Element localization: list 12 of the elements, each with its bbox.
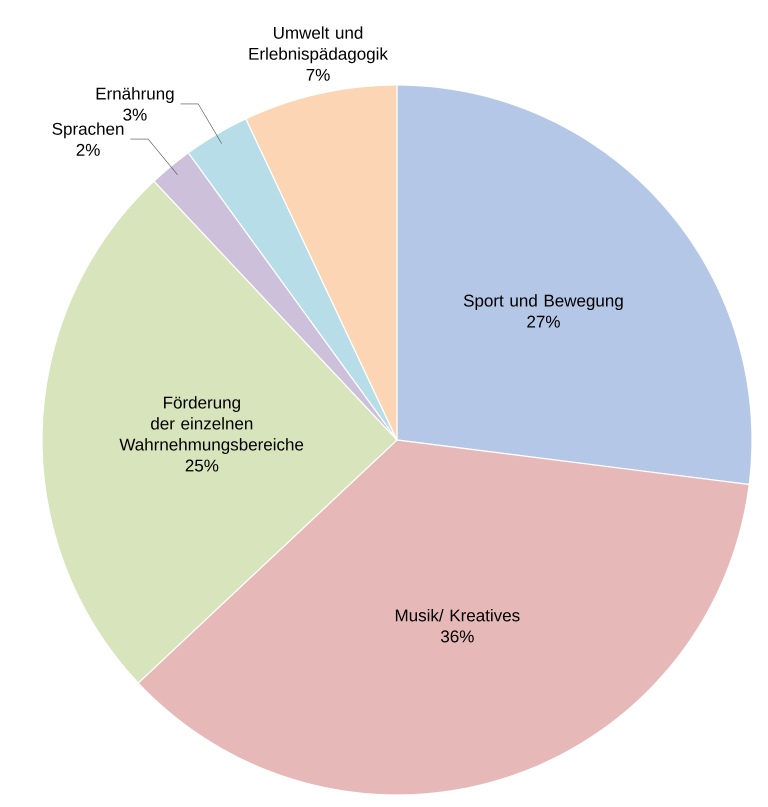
slice-label: Umwelt und Erlebnispädagogik — [249, 26, 388, 64]
slice-label: Sport und Bewegung — [464, 294, 623, 310]
data-label: 2% — [76, 144, 100, 156]
slice-label: Förderung der einzelnen Wahrnehmungsbereiche — [119, 396, 304, 454]
data-label: 7% — [306, 68, 330, 81]
data-label: 27% — [527, 316, 560, 328]
data-label: 25% — [186, 460, 218, 472]
slice-label: Ernährung — [96, 87, 174, 103]
data-label: 36% — [440, 630, 474, 642]
slice-label: Musik/ Kreatives — [396, 608, 520, 622]
slice-label: Sprachen — [52, 122, 124, 138]
data-label: 3% — [123, 108, 147, 121]
